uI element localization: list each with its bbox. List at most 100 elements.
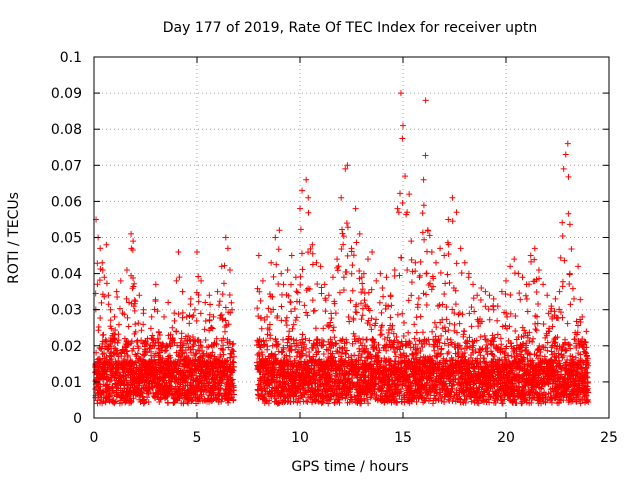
data-point: [123, 295, 130, 302]
data-point: [171, 310, 178, 317]
data-point: [269, 293, 276, 300]
data-point: [167, 331, 174, 338]
data-point: [227, 354, 234, 361]
data-point: [519, 274, 526, 281]
data-point: [504, 313, 511, 320]
data-point: [112, 327, 119, 334]
data-point: [187, 295, 194, 302]
data-point: [171, 339, 178, 346]
data-point: [360, 270, 367, 277]
data-point: [419, 210, 426, 217]
data-point: [369, 248, 376, 255]
data-point: [175, 311, 182, 318]
data-point: [289, 325, 296, 332]
data-point: [270, 306, 277, 313]
data-point: [257, 297, 264, 304]
data-point: [428, 286, 435, 293]
data-point: [151, 306, 158, 313]
data-point: [171, 317, 178, 324]
data-point: [297, 340, 304, 347]
data-point: [446, 320, 453, 327]
data-point: [197, 342, 204, 349]
data-point: [230, 396, 237, 403]
data-point: [338, 194, 345, 201]
data-point: [560, 165, 567, 172]
data-point: [222, 317, 229, 324]
data-point: [575, 263, 582, 270]
data-point: [457, 245, 464, 252]
data-point: [257, 392, 264, 399]
data-point: [303, 176, 310, 183]
data-point: [107, 338, 114, 345]
data-point: [230, 353, 237, 360]
data-point: [193, 350, 200, 357]
data-point: [286, 328, 293, 335]
data-point: [140, 321, 147, 328]
data-point: [206, 292, 213, 299]
data-point: [303, 397, 310, 404]
data-point: [507, 292, 514, 299]
data-point: [213, 341, 220, 348]
data-point: [408, 256, 415, 263]
data-point: [349, 262, 356, 269]
data-point: [127, 399, 134, 406]
data-point: [387, 314, 394, 321]
data-point: [396, 190, 403, 197]
data-point: [186, 320, 193, 327]
data-point: [317, 263, 324, 270]
data-point: [136, 292, 143, 299]
data-point: [482, 303, 489, 310]
data-point: [564, 140, 571, 147]
data-point: [96, 277, 103, 284]
data-point: [218, 380, 225, 387]
data-point: [207, 301, 214, 308]
data-point: [183, 313, 190, 320]
data-point: [279, 348, 286, 355]
data-point: [515, 270, 522, 277]
data-point: [134, 350, 141, 357]
data-point: [206, 311, 213, 318]
data-point: [291, 357, 298, 364]
data-point: [342, 165, 349, 172]
data-point: [387, 293, 394, 300]
data-point: [261, 317, 268, 324]
data-point: [129, 247, 136, 254]
data-point: [131, 280, 138, 287]
data-point: [331, 399, 338, 406]
data-point: [161, 313, 168, 320]
data-point: [229, 306, 236, 313]
data-point: [258, 314, 265, 321]
data-point: [328, 315, 335, 322]
data-point: [280, 281, 287, 288]
data-point: [99, 267, 106, 274]
data-point: [148, 352, 155, 359]
data-point: [230, 363, 237, 370]
data-point: [274, 341, 281, 348]
data-point: [144, 394, 151, 401]
data-point: [165, 299, 172, 306]
data-point: [399, 310, 406, 317]
data-point: [221, 328, 228, 335]
data-point: [280, 346, 287, 353]
data-point: [190, 312, 197, 319]
data-point: [132, 328, 139, 335]
data-point: [165, 400, 172, 407]
data-point: [356, 267, 363, 274]
data-point: [293, 288, 300, 295]
data-point: [442, 280, 449, 287]
data-point: [95, 364, 102, 371]
data-point: [114, 368, 121, 375]
data-point: [474, 292, 481, 299]
data-point: [138, 389, 145, 396]
data-point: [209, 349, 216, 356]
data-point: [431, 319, 438, 326]
data-point: [535, 266, 542, 273]
data-point: [458, 270, 465, 277]
data-point: [264, 343, 271, 350]
data-point: [266, 291, 273, 298]
data-point: [314, 280, 321, 287]
data-point: [222, 234, 229, 241]
data-point: [209, 325, 216, 332]
data-point: [414, 301, 421, 308]
data-point: [315, 348, 322, 355]
